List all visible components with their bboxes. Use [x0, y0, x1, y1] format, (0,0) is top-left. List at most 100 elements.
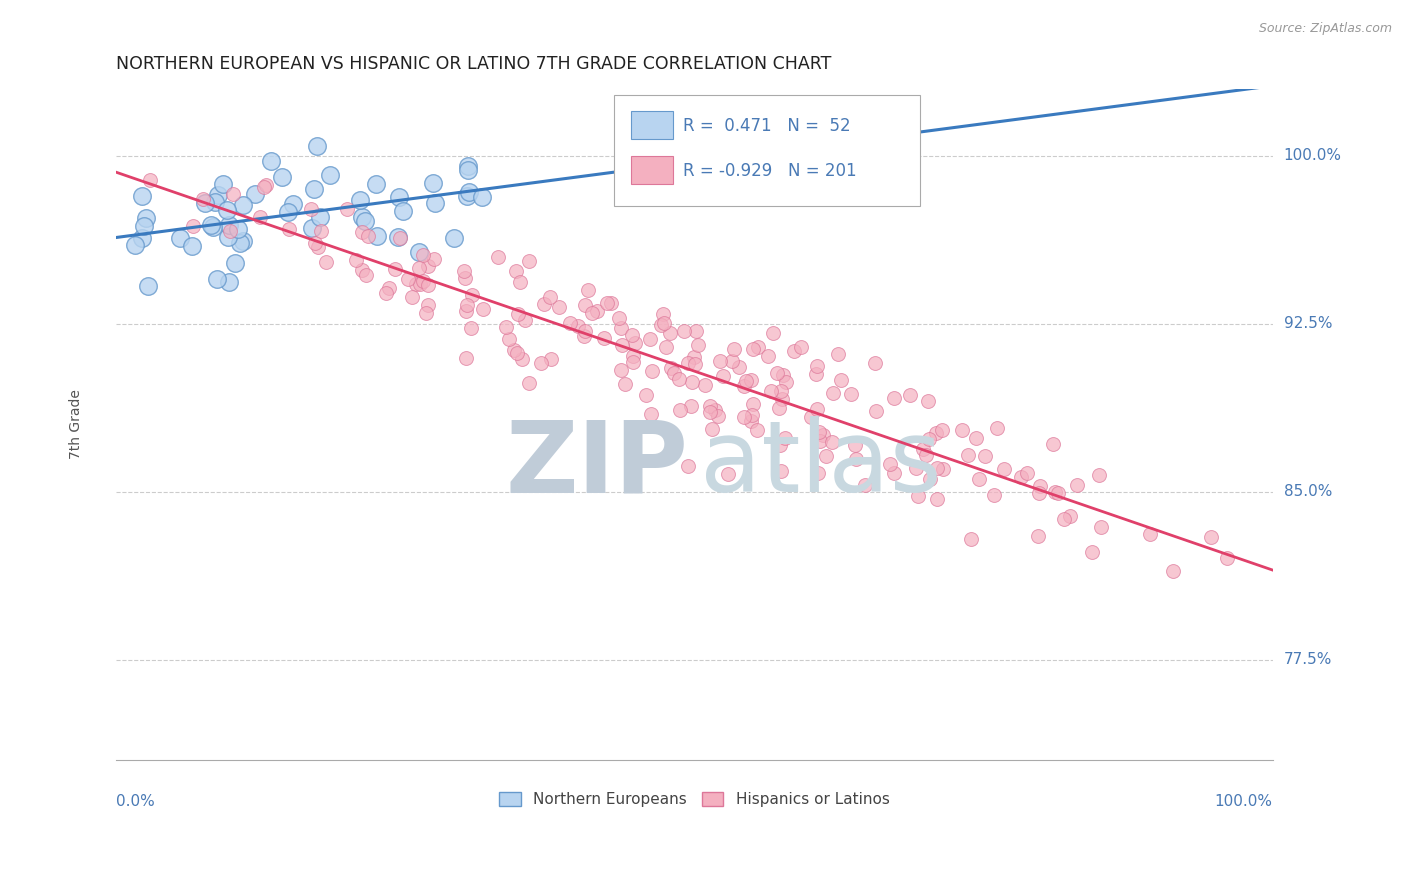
Point — [702, 422, 724, 436]
Point — [224, 256, 246, 270]
Point — [391, 203, 413, 218]
Point — [586, 303, 609, 318]
Point — [219, 224, 242, 238]
Point — [558, 316, 581, 330]
Point — [232, 198, 254, 212]
Point — [1059, 508, 1081, 523]
Point — [456, 189, 478, 203]
Point — [679, 400, 702, 414]
Point — [567, 319, 589, 334]
Point — [513, 313, 536, 327]
Point — [683, 357, 706, 371]
Point — [131, 230, 153, 244]
Point — [636, 388, 658, 402]
Point — [865, 356, 887, 370]
Point — [453, 271, 475, 285]
Point — [222, 186, 245, 201]
Point — [374, 285, 396, 300]
Point — [628, 140, 651, 154]
Point — [350, 210, 373, 224]
Point — [132, 219, 155, 234]
Point — [387, 190, 409, 204]
Point — [495, 319, 517, 334]
Point — [299, 202, 322, 217]
Point — [307, 240, 329, 254]
Point — [727, 359, 749, 374]
Point — [706, 409, 728, 423]
Point — [610, 320, 633, 334]
Point — [136, 279, 159, 293]
Point — [461, 288, 484, 302]
Point — [756, 349, 779, 363]
Point — [456, 351, 478, 366]
Point — [613, 376, 636, 391]
Point — [845, 452, 868, 467]
Point — [782, 343, 804, 358]
Point — [304, 236, 326, 251]
Point — [457, 163, 479, 178]
Point — [610, 337, 633, 351]
Point — [1066, 478, 1088, 492]
Point — [821, 386, 844, 401]
Point — [416, 259, 439, 273]
Point — [453, 264, 475, 278]
Point — [733, 410, 755, 425]
Point — [865, 404, 887, 418]
Point — [457, 159, 479, 173]
Point — [967, 472, 990, 486]
Text: atlas: atlas — [700, 417, 942, 513]
Point — [181, 219, 204, 233]
Point — [506, 346, 529, 360]
Point — [217, 203, 239, 218]
Point — [384, 262, 406, 277]
Point — [768, 401, 790, 416]
Point — [460, 320, 482, 334]
Point — [925, 491, 948, 506]
Point — [827, 346, 849, 360]
Point — [640, 407, 662, 421]
Point — [652, 316, 675, 330]
Point — [621, 349, 644, 363]
Point — [354, 214, 377, 228]
Point — [181, 238, 204, 252]
Point — [278, 222, 301, 236]
Point — [770, 464, 793, 478]
Point — [350, 225, 373, 239]
Point — [396, 272, 419, 286]
Legend: Northern Europeans, Hispanics or Latinos: Northern Europeans, Hispanics or Latinos — [494, 786, 896, 814]
Text: 0.0%: 0.0% — [117, 794, 155, 809]
Point — [229, 235, 252, 250]
Point — [917, 394, 939, 409]
Point — [540, 351, 562, 366]
Point — [357, 228, 380, 243]
Point — [676, 458, 699, 473]
Point — [1028, 479, 1050, 493]
Point — [638, 332, 661, 346]
Point — [693, 378, 716, 392]
Point — [529, 356, 551, 370]
Point — [1199, 530, 1222, 544]
Point — [218, 276, 240, 290]
Point — [806, 359, 828, 374]
Point — [408, 277, 430, 291]
Point — [740, 414, 762, 428]
Point — [883, 466, 905, 480]
Point — [1042, 437, 1064, 451]
Point — [456, 297, 478, 311]
Text: R =  0.471   N =  52: R = 0.471 N = 52 — [683, 117, 851, 135]
Text: 100.0%: 100.0% — [1215, 794, 1272, 809]
Point — [593, 331, 616, 345]
Point — [830, 373, 852, 387]
Text: 7th Grade: 7th Grade — [69, 390, 83, 459]
Point — [685, 324, 707, 338]
Point — [882, 391, 904, 405]
Point — [243, 187, 266, 202]
Point — [699, 399, 721, 413]
Point — [415, 306, 437, 320]
Point — [773, 431, 796, 445]
Point — [623, 335, 645, 350]
Point — [806, 401, 828, 416]
Point — [408, 260, 430, 275]
Point — [388, 230, 411, 244]
Point — [412, 274, 434, 288]
